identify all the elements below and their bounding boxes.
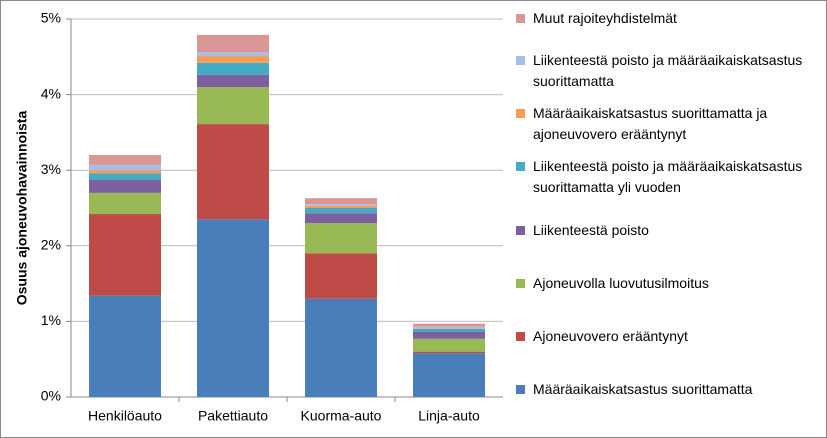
bar-segment [89, 214, 161, 296]
legend-swatch [516, 109, 525, 119]
bar-segment [197, 52, 269, 57]
x-tick-label: Pakettiauto [198, 408, 268, 424]
bar-segment [89, 155, 161, 165]
legend-swatch [516, 56, 525, 66]
bar-segment [413, 331, 485, 339]
y-tick-label: 5% [41, 10, 61, 26]
legend-entry: Määräaikaiskatsastus suorittamatta [516, 379, 816, 400]
y-tick-label: 1% [41, 312, 61, 328]
y-axis-title: Osuus ajoneuvohavainnoista [14, 111, 30, 306]
bar-segment [89, 173, 161, 181]
bar-segment [305, 198, 377, 205]
x-tick-label: Kuorma-auto [301, 408, 382, 424]
legend-label: Muut rajoiteyhdistelmät [533, 9, 677, 26]
legend-label: Määräaikaiskatsastus suorittamatta [533, 381, 753, 398]
bar-segment [305, 208, 377, 214]
legend-swatch [516, 162, 525, 172]
y-tick-label: 4% [41, 85, 61, 101]
bar-segment [197, 56, 269, 63]
y-tick-label: 2% [41, 237, 61, 253]
legend-swatch [516, 279, 525, 288]
legend-entry: Ajoneuvolla luovutusilmoitus [516, 273, 816, 294]
bar-segment [197, 74, 269, 88]
bar-segment [197, 124, 269, 220]
legend-label: Liikenteestä poisto ja määräaikaiskatsas… [533, 158, 803, 196]
legend-label: Liikenteestä poisto [533, 221, 649, 238]
bar-segment [197, 62, 269, 75]
legend-swatch [516, 332, 525, 342]
y-tick-label: 0% [41, 388, 61, 404]
bar-segment [197, 219, 269, 397]
legend-swatch [516, 385, 525, 395]
bar-segment [413, 323, 485, 327]
bar-segment [305, 298, 377, 397]
legend-label: Määräaikaiskatsastus suorittamatta ja aj… [533, 105, 768, 143]
legend-entry: Ajoneuvovero erääntynyt [516, 326, 816, 347]
legend-entry: Muut rajoiteyhdistelmät [516, 8, 816, 29]
bar-segment [89, 170, 161, 174]
y-tick-label: 3% [41, 161, 61, 177]
legend-entry: Määräaikaiskatsastus suorittamatta ja aj… [516, 103, 816, 145]
bar-segment [413, 326, 485, 329]
bar-segment [413, 353, 485, 397]
bar-segment [413, 338, 485, 352]
bar-segment [413, 351, 485, 354]
legend-label: Liikenteestä poisto ja määräaikaiskatsas… [533, 52, 803, 90]
legend-swatch [516, 225, 525, 235]
bar-segment [305, 205, 377, 208]
bar-segment [197, 87, 269, 125]
x-tick-label: Linja-auto [418, 408, 480, 424]
legend-entry: Liikenteestä poisto ja määräaikaiskatsas… [516, 50, 816, 92]
bar-segment [89, 164, 161, 171]
legend-label: Ajoneuvovero erääntynyt [533, 328, 688, 345]
bar-segment [89, 192, 161, 215]
legend-entry: Liikenteestä poisto [516, 220, 816, 241]
bar-segment [89, 295, 161, 397]
bar-segment [305, 253, 377, 299]
bar-segment [413, 328, 485, 329]
bar-segment [305, 213, 377, 224]
legend-swatch [516, 13, 525, 23]
bar-segment [305, 204, 377, 206]
legend-entry: Liikenteestä poisto ja määräaikaiskatsas… [516, 156, 816, 198]
bar-segment [305, 223, 377, 254]
legend-label: Ajoneuvolla luovutusilmoitus [533, 275, 709, 291]
bar-segment [413, 328, 485, 332]
x-tick-label: Henkilöauto [88, 408, 162, 424]
bar-segment [89, 180, 161, 193]
bar-segment [197, 34, 269, 53]
